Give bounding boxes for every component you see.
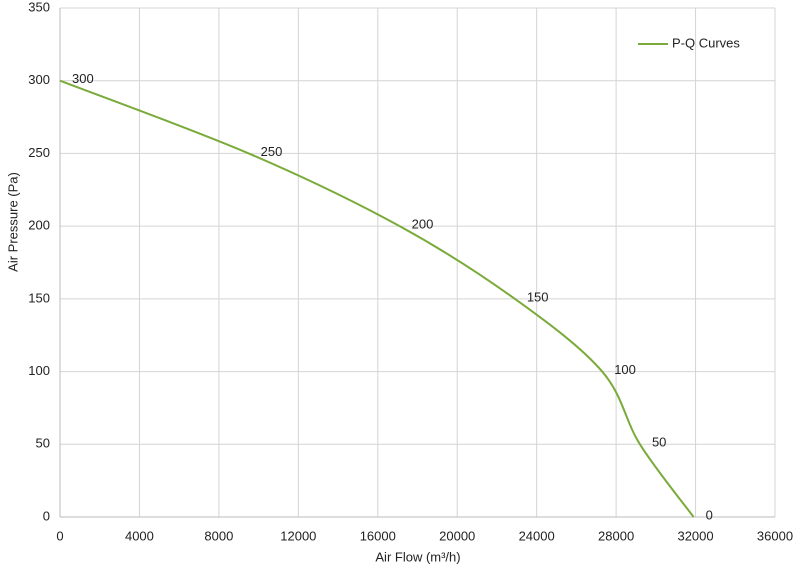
y-tick-label: 250 [28,145,50,160]
y-tick-label: 150 [28,290,50,305]
x-tick-label: 20000 [439,528,475,543]
data-label: 100 [614,362,636,377]
y-tick-label: 50 [36,436,50,451]
x-tick-label: 8000 [204,528,233,543]
y-tick-label: 0 [43,508,50,523]
x-tick-label: 32000 [677,528,713,543]
y-tick-label: 350 [28,0,50,14]
data-label: 0 [706,507,713,522]
data-label: 150 [527,289,549,304]
x-tick-label: 0 [56,528,63,543]
y-axis-label: Air Pressure (Pa) [5,172,20,272]
legend-label: P-Q Curves [672,35,740,50]
x-tick-label: 36000 [757,528,793,543]
line [59,79,695,518]
data-label: 300 [72,71,94,86]
x-tick-label: 12000 [280,528,316,543]
data-label: 200 [412,217,434,232]
data-label: 50 [652,435,666,450]
x-tick-label: 16000 [360,528,396,543]
y-tick-label: 300 [28,72,50,87]
data-label: 250 [261,144,283,159]
y-tick-label: 200 [28,218,50,233]
x-tick-label: 28000 [598,528,634,543]
x-tick-label: 24000 [519,528,555,543]
x-axis-label: Air Flow (m³/h) [375,549,460,564]
x-tick-label: 4000 [125,528,154,543]
y-tick-label: 100 [28,363,50,378]
